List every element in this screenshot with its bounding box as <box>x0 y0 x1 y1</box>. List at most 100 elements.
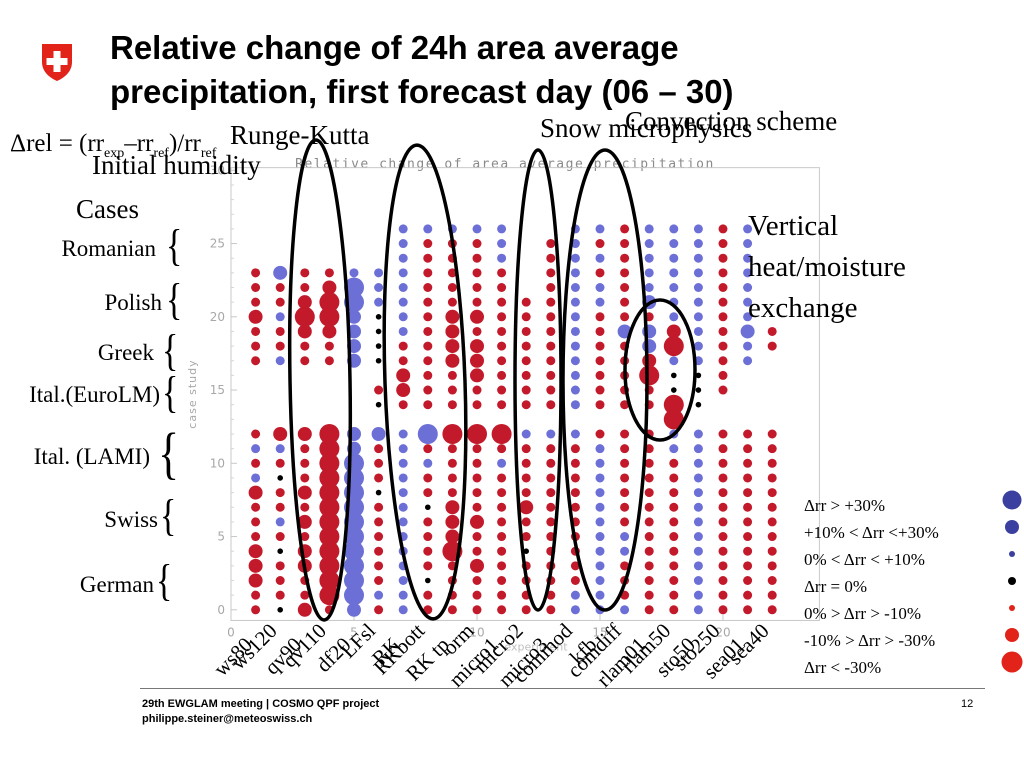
swiss-cross-shield-icon <box>42 44 72 81</box>
y-axis-title: case study <box>186 359 199 428</box>
data-point <box>767 576 777 585</box>
data-point <box>344 585 364 606</box>
data-point <box>374 532 384 542</box>
data-point <box>718 224 728 234</box>
data-point <box>620 268 630 278</box>
y-tick-label: 5 <box>217 530 225 544</box>
legend-item-label: Δrr < -30% <box>804 658 882 677</box>
data-point <box>521 297 531 307</box>
data-point <box>523 548 529 554</box>
data-point <box>595 312 605 322</box>
formula-sub-exp: exp <box>104 146 125 161</box>
data-point <box>344 277 364 298</box>
data-point <box>319 497 340 518</box>
data-point <box>521 473 531 483</box>
data-point <box>521 444 531 454</box>
data-point <box>595 517 605 527</box>
data-point <box>423 297 433 307</box>
data-point <box>445 500 460 515</box>
data-point <box>423 268 433 278</box>
data-point <box>620 312 630 322</box>
data-point <box>546 605 556 615</box>
data-point <box>275 341 285 351</box>
data-point <box>251 268 261 278</box>
brace-icon: { <box>166 222 183 271</box>
data-point <box>743 473 753 483</box>
data-point <box>644 224 654 234</box>
data-point <box>595 297 605 307</box>
data-point <box>445 339 460 354</box>
data-point <box>442 424 463 444</box>
data-point <box>374 517 384 527</box>
data-point <box>644 268 654 278</box>
data-point <box>595 458 605 468</box>
data-point <box>275 517 285 527</box>
data-point <box>423 385 433 395</box>
data-point <box>546 297 556 307</box>
data-point <box>521 370 531 380</box>
vertical-exchange-line-2: heat/moisture <box>748 251 906 283</box>
legend-item-label: Δrr > +30% <box>804 496 886 515</box>
legend-item-label: 0% > Δrr > -10% <box>804 604 921 623</box>
data-point <box>445 324 460 339</box>
cases-heading: Cases <box>76 194 139 224</box>
data-point <box>546 341 556 351</box>
data-point <box>693 488 703 498</box>
data-point <box>740 324 755 339</box>
data-point <box>767 488 777 498</box>
data-point <box>423 517 433 527</box>
data-point <box>669 356 679 366</box>
data-point <box>445 529 460 544</box>
data-point <box>743 546 753 556</box>
data-point <box>300 268 310 278</box>
data-point <box>375 328 382 335</box>
data-point <box>297 324 312 339</box>
data-point <box>669 473 679 483</box>
data-point <box>251 297 261 307</box>
data-point <box>546 326 556 336</box>
data-point <box>248 309 263 324</box>
data-point <box>324 356 334 366</box>
data-point <box>251 605 261 615</box>
data-point <box>644 517 654 527</box>
data-point <box>344 555 364 576</box>
data-point <box>319 482 340 503</box>
data-point <box>743 239 753 249</box>
data-point <box>398 312 408 322</box>
data-point <box>620 444 630 454</box>
data-point <box>472 488 482 498</box>
data-point <box>669 268 679 278</box>
data-point <box>521 341 531 351</box>
group-ellipse <box>287 138 353 622</box>
data-point <box>497 312 507 322</box>
data-point <box>447 458 457 468</box>
data-point <box>251 341 261 351</box>
data-point <box>445 309 460 324</box>
data-point <box>497 268 507 278</box>
data-point <box>374 590 384 600</box>
data-point <box>398 517 408 527</box>
data-point <box>497 605 507 615</box>
data-point <box>595 341 605 351</box>
data-point <box>570 283 580 292</box>
data-point <box>300 444 310 454</box>
data-point <box>497 297 507 307</box>
data-point <box>251 502 261 512</box>
data-point <box>497 341 507 351</box>
data-point <box>743 605 753 615</box>
data-point <box>620 224 630 234</box>
data-point <box>642 353 657 368</box>
data-point <box>767 458 777 468</box>
data-point <box>718 370 728 380</box>
data-point <box>423 239 433 249</box>
data-point <box>693 224 703 234</box>
data-point <box>546 444 556 454</box>
data-point <box>275 458 285 468</box>
group-ellipse <box>561 148 649 612</box>
legend-marker <box>1009 605 1015 611</box>
data-point <box>374 283 384 292</box>
data-point <box>718 429 728 439</box>
data-point <box>297 485 312 500</box>
data-point <box>693 239 703 249</box>
x-tick-label: 10 <box>469 625 484 639</box>
